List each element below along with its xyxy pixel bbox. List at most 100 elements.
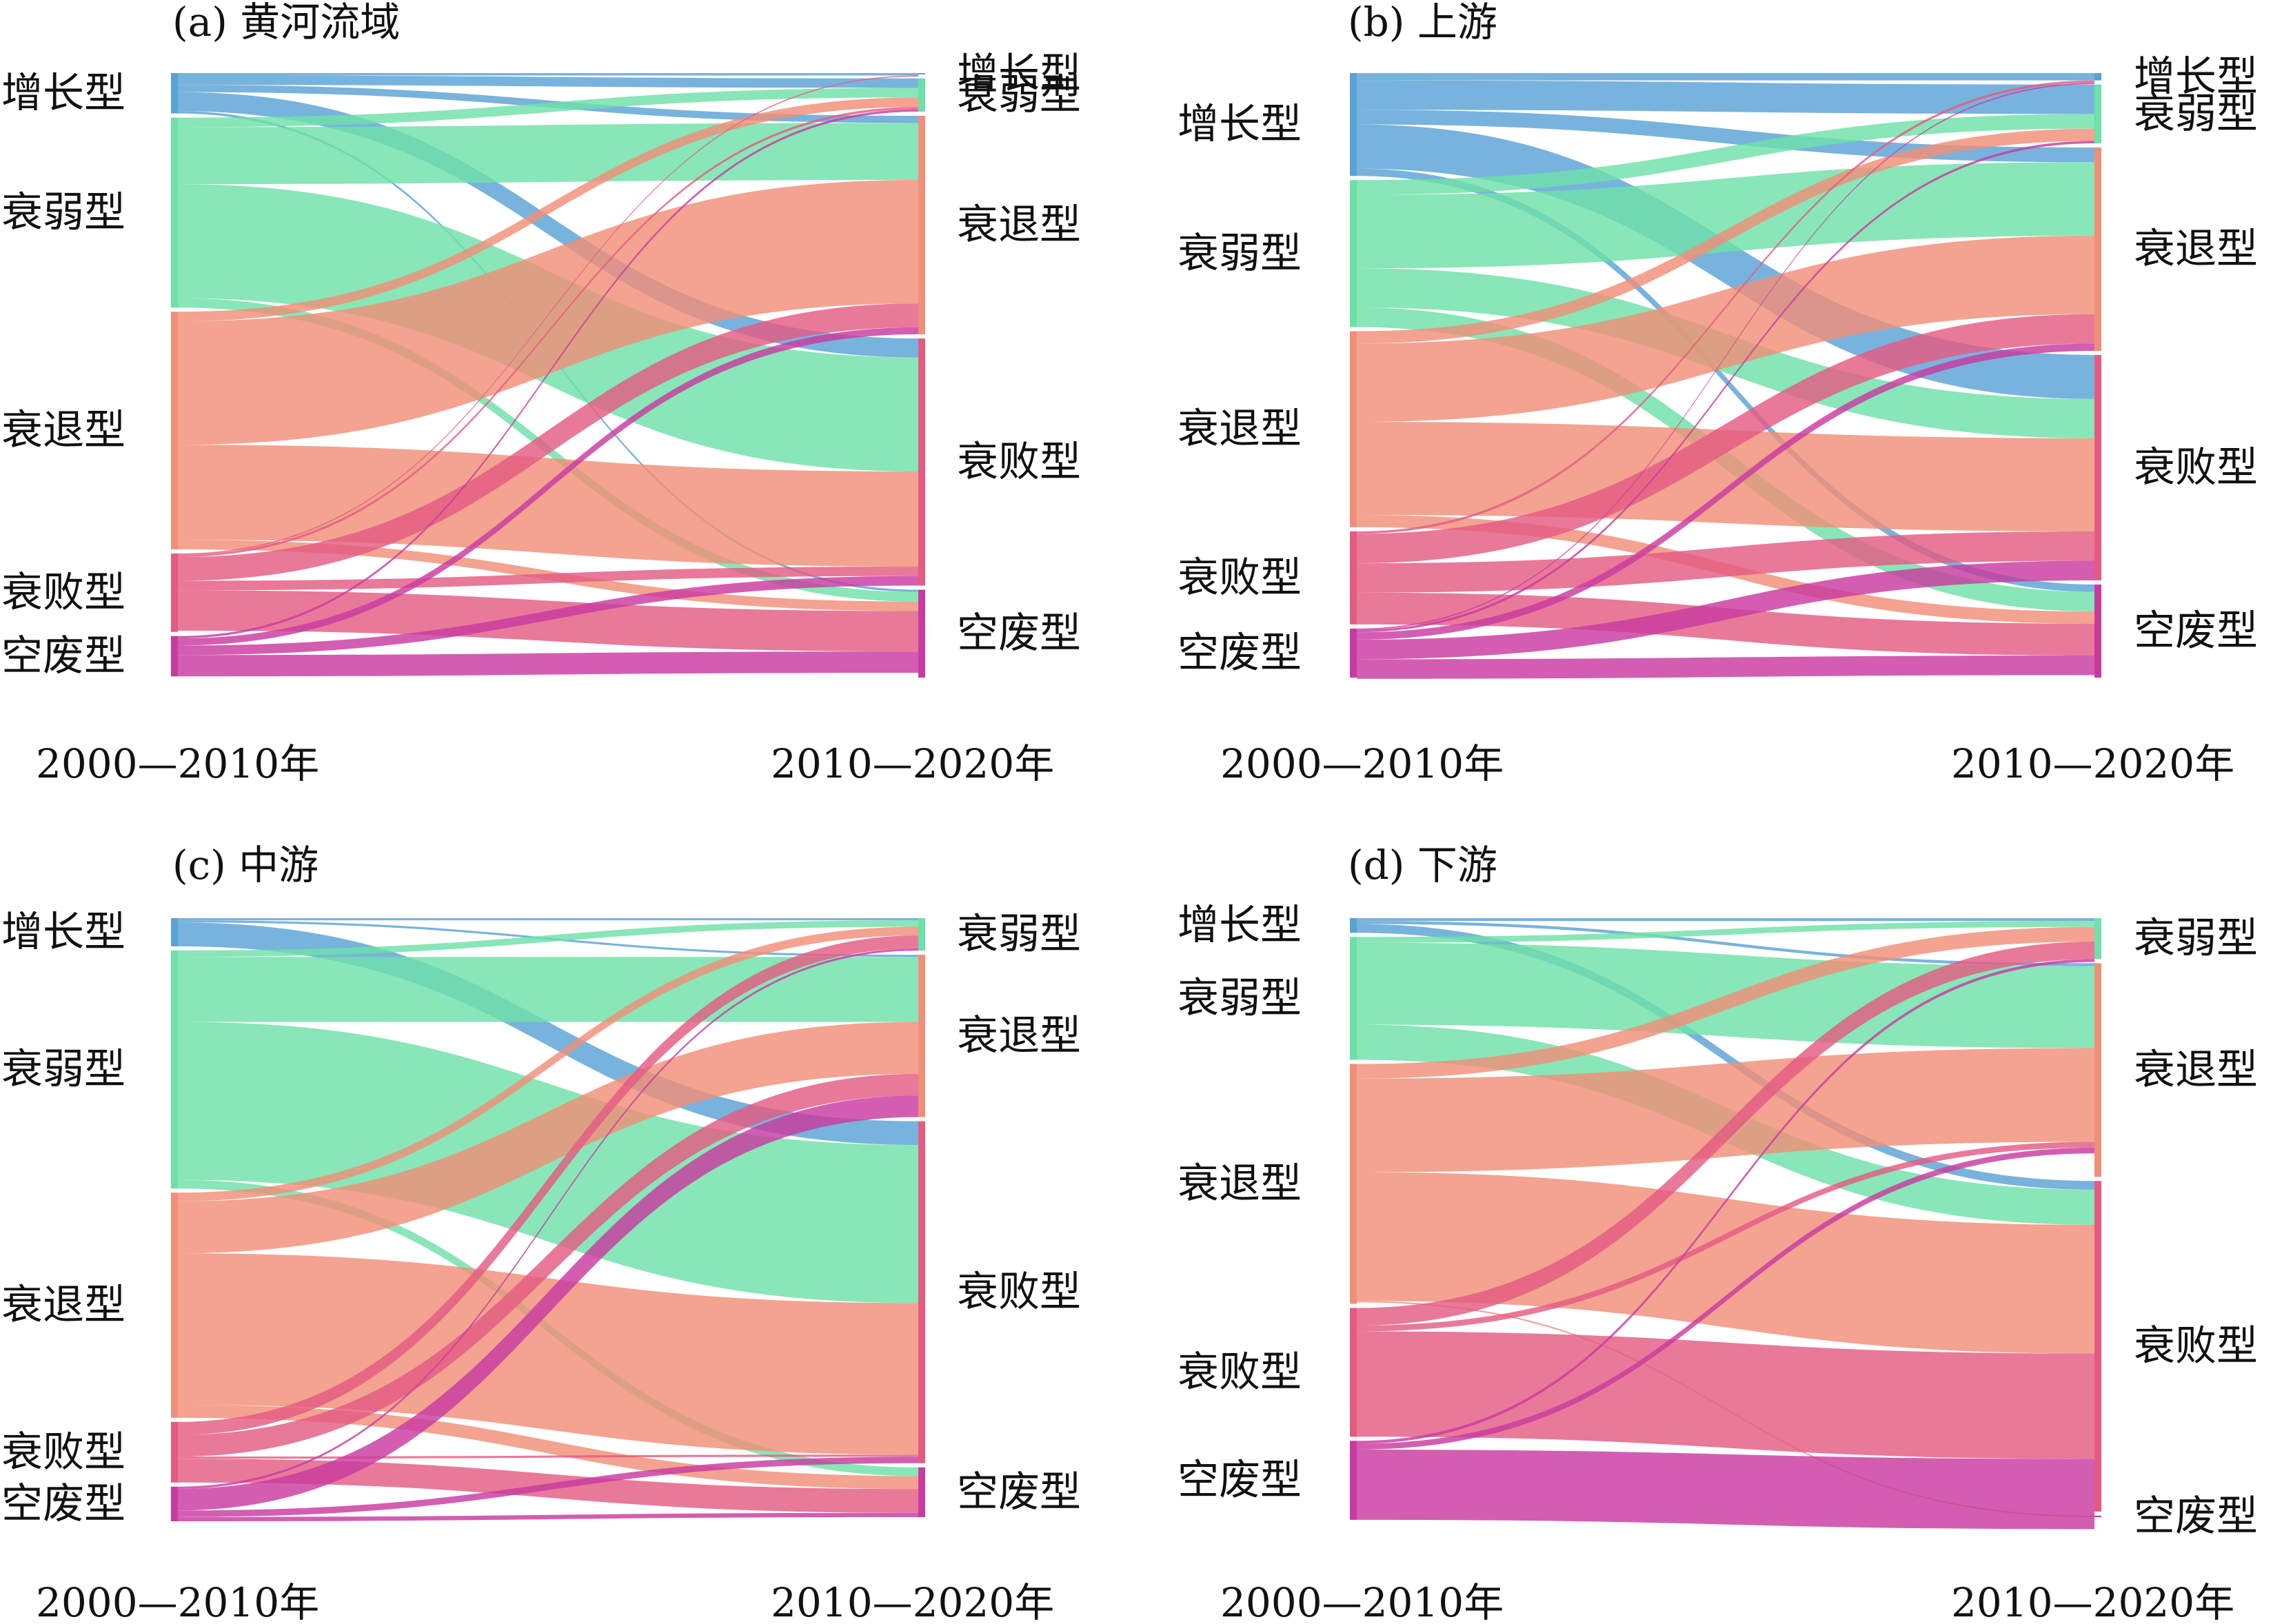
left-node-label: 衰弱型 (1178, 974, 1302, 1022)
flow-衰败型-to-增长型 (1357, 80, 2094, 534)
left-node-label: 衰退型 (1178, 1160, 1302, 1208)
panel-b-left-period-label: 2000—2010年 (1220, 740, 1504, 787)
right-node-label: 衰退型 (2134, 1046, 2258, 1094)
right-node-衰退型 (918, 955, 925, 1117)
right-node-衰败型 (918, 338, 925, 586)
flow-增长型-to-衰退型 (1357, 921, 2094, 966)
panel-title-d: (d) 下游 (1348, 842, 1497, 889)
flow-衰败型-to-衰败型 (1357, 531, 2094, 593)
left-node-label: 空废型 (1178, 1456, 1302, 1505)
flow-空废型-to-衰弱型 (178, 109, 918, 639)
flow-增长型-to-衰弱型 (178, 918, 918, 921)
left-node-空废型 (171, 1486, 178, 1521)
panel-title-b: (b) 上游 (1348, 0, 1497, 45)
left-node-空废型 (171, 636, 178, 677)
left-node-衰弱型 (171, 950, 178, 1189)
left-node-衰退型 (171, 312, 178, 549)
flow-空废型-to-衰弱型 (1357, 141, 2094, 633)
right-node-衰弱型 (2094, 84, 2101, 143)
right-node-label: 衰败型 (2134, 1322, 2258, 1370)
left-node-增长型 (171, 73, 178, 114)
flow-空废型-to-衰败型 (178, 576, 918, 656)
left-node-label: 衰弱型 (1, 188, 125, 236)
flow-衰退型-to-衰败型 (1357, 422, 2094, 531)
right-node-衰弱型 (918, 78, 925, 112)
left-node-衰败型 (1350, 531, 1357, 625)
flow-增长型-to-衰退型 (1357, 110, 2094, 163)
flow-空废型-to-衰败型 (1357, 560, 2094, 660)
left-node-增长型 (1350, 73, 1357, 176)
right-node-label: 衰弱型 (2134, 915, 2258, 963)
left-node-label: 衰退型 (1178, 405, 1302, 454)
flow-衰弱型-to-衰退型 (1357, 162, 2094, 269)
flow-衰弱型-to-衰退型 (178, 957, 918, 1022)
right-node-label: 衰退型 (957, 201, 1081, 250)
panel-c-flows (178, 918, 918, 1521)
flow-衰退型-to-空废型 (178, 1404, 918, 1490)
left-node-label: 空废型 (1178, 629, 1302, 677)
flow-增长型-to-衰败型 (178, 92, 918, 358)
flow-空废型-to-衰弱型 (178, 948, 918, 1489)
flow-增长型-to-衰败型 (1357, 124, 2094, 399)
right-node-label: 空废型 (2134, 1492, 2258, 1541)
right-node-衰败型 (2094, 354, 2101, 580)
flow-衰败型-to-增长型 (178, 75, 918, 555)
right-node-增长型 (918, 73, 925, 74)
right-node-衰弱型 (2094, 918, 2101, 960)
flow-增长型-to-衰弱型 (178, 75, 918, 88)
right-node-label: 增长型 (2134, 52, 2258, 101)
panel-b-nodes (1350, 73, 2101, 678)
right-node-label: 衰败型 (957, 1268, 1081, 1317)
panel-d-nodes (1350, 918, 2101, 1520)
flow-衰败型-to-衰败型 (1357, 1331, 2094, 1459)
flow-衰退型-to-衰退型 (178, 1022, 918, 1254)
flow-空废型-to-衰退型 (1357, 343, 2094, 640)
right-node-label: 空废型 (957, 1468, 1081, 1516)
flow-衰败型-to-衰退型 (178, 1073, 918, 1457)
panel-a-flows (178, 73, 918, 677)
flow-增长型-to-衰败型 (178, 922, 918, 1146)
flow-增长型-to-衰弱型 (1357, 918, 2094, 922)
left-node-label: 衰败型 (1178, 1348, 1302, 1397)
panel-title-c: (c) 中游 (172, 842, 319, 889)
flow-空废型-to-衰退型 (178, 327, 918, 646)
left-node-衰弱型 (1350, 937, 1357, 1060)
left-node-label: 衰弱型 (1178, 230, 1302, 278)
flow-衰退型-to-衰弱型 (1357, 128, 2094, 344)
left-node-label: 增长型 (1, 908, 125, 956)
right-node-label: 衰退型 (2134, 225, 2258, 273)
right-node-衰败型 (918, 1121, 925, 1463)
left-node-衰退型 (1350, 331, 1357, 527)
flow-增长型-to-衰弱型 (1357, 80, 2094, 114)
right-node-空废型 (2094, 584, 2101, 678)
flow-衰败型-to-衰败型 (178, 566, 918, 591)
left-node-衰弱型 (171, 117, 178, 308)
flow-空废型-to-衰退型 (178, 1095, 918, 1511)
left-node-label: 增长型 (1178, 101, 1302, 149)
left-node-增长型 (1350, 918, 1357, 933)
flow-衰退型-to-衰退型 (1357, 1048, 2094, 1173)
flow-衰弱型-to-衰弱型 (178, 88, 918, 128)
left-node-label: 衰败型 (1, 569, 125, 617)
panel-a-left-period-label: 2000—2010年 (36, 740, 319, 787)
panel-d-right-period-label: 2010—2020年 (1951, 1579, 2234, 1624)
right-node-衰退型 (2094, 963, 2101, 1177)
flow-衰弱型-to-衰弱型 (1357, 921, 2094, 943)
flow-衰弱型-to-衰弱型 (178, 920, 918, 957)
right-node-衰弱型 (918, 918, 925, 951)
flow-空废型-to-空废型 (1357, 656, 2094, 679)
left-node-label: 衰弱型 (1, 1046, 125, 1094)
right-node-衰退型 (918, 115, 925, 335)
panel-c-nodes (171, 918, 925, 1521)
flow-衰弱型-to-衰退型 (178, 123, 918, 185)
left-node-衰弱型 (1350, 180, 1357, 327)
left-node-衰败型 (171, 553, 178, 632)
flow-衰退型-to-衰弱型 (1357, 926, 2094, 1079)
right-node-空废型 (2094, 1515, 2101, 1517)
flow-空废型-to-空废型 (178, 1512, 918, 1521)
